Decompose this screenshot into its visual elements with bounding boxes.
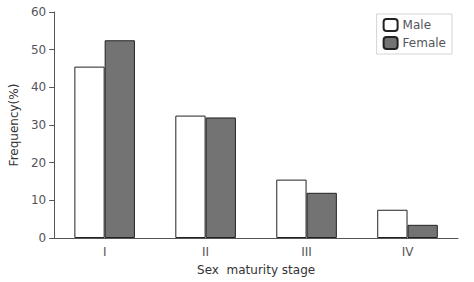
svg-text:Sex maturity stage: Sex maturity stage <box>197 263 315 277</box>
svg-text:Female: Female <box>403 36 446 50</box>
svg-text:III: III <box>301 245 312 259</box>
svg-text:IV: IV <box>402 245 415 259</box>
svg-text:Male: Male <box>403 18 431 32</box>
svg-text:40: 40 <box>31 80 46 94</box>
svg-text:II: II <box>202 245 209 259</box>
svg-text:30: 30 <box>31 118 46 132</box>
svg-text:10: 10 <box>31 193 46 207</box>
svg-text:60: 60 <box>31 5 46 19</box>
svg-text:0: 0 <box>39 231 47 245</box>
svg-text:I: I <box>103 245 107 259</box>
svg-text:20: 20 <box>31 156 46 170</box>
svg-text:50: 50 <box>31 43 46 57</box>
svg-text:Frequency(%): Frequency(%) <box>7 84 21 167</box>
